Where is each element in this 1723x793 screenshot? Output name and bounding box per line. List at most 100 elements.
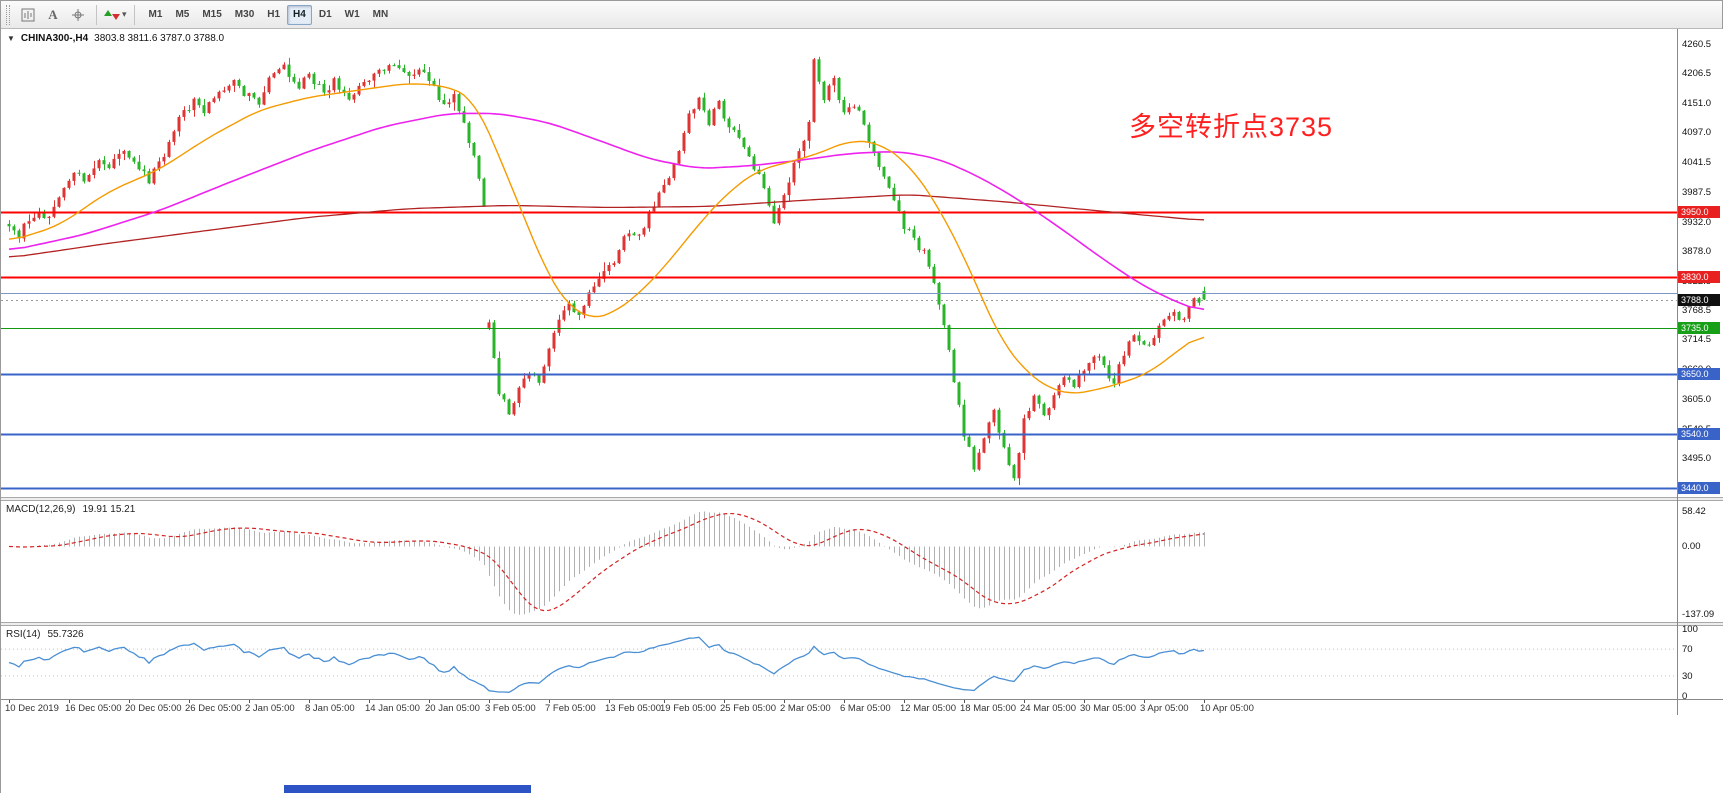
time-axis-tick [844,700,845,703]
time-axis-label: 2 Mar 05:00 [780,703,831,714]
macd-axis[interactable]: 58.42 0.00 -137.09 [1678,501,1723,622]
price-badge-3830.0: 3830.0 [1678,271,1720,283]
time-axis-tick [189,700,190,703]
time-axis-tick [429,700,430,703]
macd-axis-label: 58.42 [1682,506,1706,517]
time-axis-tick [724,700,725,703]
time-axis-label: 3 Feb 05:00 [485,703,536,714]
time-axis-tick [309,700,310,703]
time-axis-label: 14 Jan 05:00 [365,703,420,714]
price-tick-label: 3495.0 [1682,453,1712,464]
dropdown-caret-icon: ▾ [122,9,127,19]
timeframe-button-w1[interactable]: W1 [339,5,366,25]
time-axis-tick [1144,700,1145,703]
price-badge-3440.0: 3440.0 [1678,482,1720,494]
text-tool-button[interactable]: A [41,4,65,26]
rsi-pane: RSI(14) 55.7326 [1,626,1677,699]
price-axis[interactable]: 4260.5 4206.5 4151.0 4097.0 4041.5 3987.5 3932… [1678,29,1723,497]
time-axis-label: 20 Dec 05:00 [125,703,182,714]
price-tick-label: 3987.5 [1682,187,1712,198]
time-axis-tick [369,700,370,703]
price-tick-label: 4041.5 [1682,157,1712,168]
price-tick-label: 4151.0 [1682,98,1712,109]
timeframe-button-m1[interactable]: M1 [143,5,169,25]
price-tick-label: 4097.0 [1682,127,1712,138]
arrow-objects-button[interactable]: ▾ [103,4,128,26]
time-axis-tick [249,700,250,703]
timeframe-button-m5[interactable]: M5 [169,5,195,25]
price-badge-3650.0: 3650.0 [1678,368,1720,380]
time-axis-label: 13 Feb 05:00 [605,703,661,714]
time-axis-tick [1024,700,1025,703]
price-tick-label: 3768.5 [1682,305,1712,316]
rsi-axis[interactable]: 100 70 30 0 [1678,624,1723,702]
time-axis-label: 10 Dec 2019 [5,703,59,714]
time-axis-label: 7 Feb 05:00 [545,703,596,714]
taskbar-fragment [284,785,531,793]
macd-label: MACD(12,26,9) 19.91 15.21 [6,504,135,515]
price-chart-canvas[interactable] [1,29,1677,497]
time-axis-label: 19 Feb 05:00 [660,703,716,714]
rsi-axis-label: 100 [1682,624,1698,635]
timeframe-toolbar: M1 M5 M15 M30 H1 H4 D1 W1 MN [143,4,395,25]
timeframe-button-d1[interactable]: D1 [313,5,338,25]
toolbar-separator-2 [133,4,135,25]
time-axis[interactable]: 10 Dec 2019 16 Dec 05:00 20 Dec 05:00 26 De… [1,699,1723,715]
price-tick-label: 3878.0 [1682,246,1712,257]
pane-resize-handle-macd[interactable] [1,497,1723,501]
price-badge-3540.0: 3540.0 [1678,428,1720,440]
time-axis-label: 25 Feb 05:00 [720,703,776,714]
timeframe-button-m15[interactable]: M15 [196,5,227,25]
toolbar-drag-handle[interactable] [6,4,10,25]
time-axis-tick [609,700,610,703]
time-axis-tick [664,700,665,703]
rsi-axis-label: 70 [1682,644,1693,655]
rsi-name: RSI(14) [6,629,41,640]
price-tick-label: 4206.5 [1682,68,1712,79]
time-axis-label: 12 Mar 05:00 [900,703,956,714]
price-tick-label: 4260.5 [1682,39,1712,50]
pane-resize-handle-rsi[interactable] [1,622,1723,626]
time-axis-tick [129,700,130,703]
crosshair-button[interactable] [66,4,90,26]
macd-values: 19.91 15.21 [82,504,136,515]
time-axis-tick [964,700,965,703]
macd-axis-label: -137.09 [1682,609,1715,620]
symbol-quote: 3803.8 3811.6 3787.0 3788.0 [94,33,225,44]
rsi-axis-label: 30 [1682,671,1693,682]
rsi-values: 55.7326 [47,629,84,640]
time-axis-tick [549,700,550,703]
time-axis-label: 20 Jan 05:00 [425,703,480,714]
toolbar-separator [96,4,97,25]
time-axis-label: 18 Mar 05:00 [960,703,1016,714]
timeframe-button-mn[interactable]: MN [367,5,395,25]
macd-axis-label: 0.00 [1682,541,1701,552]
timeframe-button-h1[interactable]: H1 [261,5,286,25]
chart-window-button[interactable] [16,4,40,26]
collapse-triangle-icon[interactable]: ▼ [7,34,15,43]
price-badge-3950.0: 3950.0 [1678,206,1720,218]
price-tick-label: 3714.5 [1682,334,1712,345]
price-badge-3788.0: 3788.0 [1678,294,1720,306]
bottom-area [1,715,1723,793]
text-tool-icon: A [48,6,58,22]
chart-window-icon [21,8,35,21]
price-tick-label: 3605.0 [1682,394,1712,405]
rsi-label: RSI(14) 55.7326 [6,629,84,640]
price-badge-3735.0: 3735.0 [1678,322,1720,334]
toolbar: A ▾ M1 M5 M15 M30 H1 H4 D1 W1 MN [1,1,1722,29]
timeframe-button-h4[interactable]: H4 [287,4,312,25]
time-axis-label: 3 Apr 05:00 [1140,703,1189,714]
symbol-header: ▼ CHINA300-,H4 3803.8 3811.6 3787.0 3788… [7,33,224,44]
time-axis-label: 2 Jan 05:00 [245,703,295,714]
time-axis-label: 30 Mar 05:00 [1080,703,1136,714]
timeframe-button-m30[interactable]: M30 [229,5,260,25]
time-axis-tick [489,700,490,703]
rsi-canvas[interactable] [1,626,1677,699]
time-axis-label: 16 Dec 05:00 [65,703,122,714]
time-axis-tick [1204,700,1205,703]
crosshair-icon [72,8,84,21]
macd-canvas[interactable] [1,501,1677,622]
chart-annotation-text[interactable]: 多空转折点3735 [1129,112,1334,142]
macd-name: MACD(12,26,9) [6,504,76,515]
